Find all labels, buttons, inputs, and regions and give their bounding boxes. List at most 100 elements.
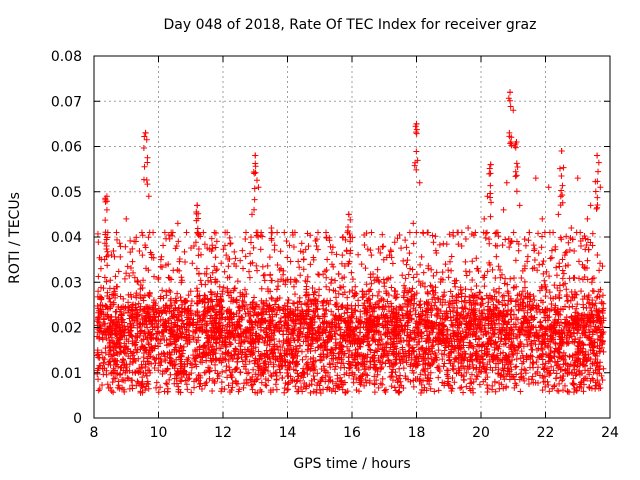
scatter-point — [98, 256, 105, 263]
scatter-point — [459, 304, 466, 311]
scatter-point — [188, 364, 195, 371]
scatter-point — [196, 343, 203, 350]
scatter-point — [458, 298, 465, 305]
scatter-point — [449, 374, 456, 381]
scatter-point — [178, 312, 185, 319]
scatter-point — [167, 371, 174, 378]
scatter-point — [585, 246, 592, 253]
scatter-point — [247, 239, 254, 246]
scatter-point — [237, 325, 244, 332]
scatter-point — [582, 235, 589, 242]
scatter-point — [341, 289, 348, 296]
scatter-point — [535, 230, 542, 237]
scatter-point — [458, 290, 465, 297]
scatter-point — [276, 294, 283, 301]
scatter-point — [283, 238, 290, 245]
scatter-point — [409, 266, 416, 273]
scatter-point — [295, 258, 302, 265]
scatter-point — [205, 277, 212, 284]
scatter-point — [310, 388, 317, 395]
scatter-point — [117, 253, 124, 260]
scatter-point — [106, 358, 113, 365]
scatter-point — [600, 365, 607, 372]
scatter-point — [327, 346, 334, 353]
scatter-point — [513, 363, 520, 370]
scatter-point — [274, 229, 281, 236]
scatter-point — [386, 363, 393, 370]
scatter-point — [594, 252, 601, 259]
scatter-point — [166, 275, 173, 282]
scatter-point — [303, 301, 310, 308]
scatter-point — [430, 272, 437, 279]
scatter-point — [348, 269, 355, 276]
scatter-point — [566, 247, 573, 254]
scatter-point — [552, 246, 559, 253]
scatter-point — [266, 311, 273, 318]
scatter-point — [360, 358, 367, 365]
scatter-point — [193, 285, 200, 292]
scatter-point — [161, 388, 168, 395]
scatter-point — [507, 275, 514, 282]
scatter-point — [380, 243, 387, 250]
scatter-point — [340, 360, 347, 367]
scatter-point — [280, 271, 287, 278]
scatter-point — [484, 381, 491, 388]
scatter-point — [384, 298, 391, 305]
scatter-point — [285, 297, 292, 304]
scatter-point — [545, 382, 552, 389]
scatter-point — [577, 334, 584, 341]
scatter-point — [273, 373, 280, 380]
scatter-point — [428, 266, 435, 273]
scatter-point — [328, 308, 335, 315]
scatter-point — [493, 253, 500, 260]
scatter-point — [127, 291, 134, 298]
scatter-point — [599, 292, 606, 299]
scatter-point — [254, 267, 261, 274]
scatter-point — [369, 292, 376, 299]
scatter-point — [320, 298, 327, 305]
scatter-point — [255, 348, 262, 355]
scatter-point — [259, 263, 266, 270]
scatter-point — [259, 233, 266, 240]
scatter-point — [430, 239, 437, 246]
scatter-point — [246, 358, 253, 365]
scatter-point — [589, 230, 596, 237]
scatter-point — [502, 236, 509, 243]
scatter-point — [297, 342, 304, 349]
scatter-point — [401, 282, 408, 289]
scatter-point — [264, 262, 271, 269]
scatter-point — [415, 278, 422, 285]
scatter-point — [597, 348, 604, 355]
scatter-point — [413, 271, 420, 278]
scatter-point — [485, 299, 492, 306]
scatter-point — [538, 244, 545, 251]
scatter-point — [353, 315, 360, 322]
scatter-point — [457, 286, 464, 293]
scatter-point — [391, 384, 398, 391]
scatter-point — [583, 241, 590, 248]
scatter-point — [536, 287, 543, 294]
scatter-point — [439, 269, 446, 276]
scatter-point — [163, 288, 170, 295]
scatter-point — [529, 373, 536, 380]
scatter-point — [356, 388, 363, 395]
scatter-point — [116, 240, 123, 247]
scatter-point — [189, 260, 196, 267]
scatter-point — [109, 379, 116, 386]
scatter-point — [335, 306, 342, 313]
scatter-point — [552, 375, 559, 382]
scatter-point — [344, 294, 351, 301]
scatter-point — [530, 359, 537, 366]
scatter-point — [409, 285, 416, 292]
scatter-point — [214, 266, 221, 273]
scatter-point — [492, 230, 499, 237]
scatter-point — [458, 384, 465, 391]
scatter-point — [521, 236, 528, 243]
scatter-point — [512, 257, 519, 264]
scatter-point — [360, 293, 367, 300]
scatter-point — [436, 368, 443, 375]
scatter-point — [388, 383, 395, 390]
scatter-point — [341, 310, 348, 317]
scatter-point — [163, 380, 170, 387]
scatter-point — [220, 246, 227, 253]
